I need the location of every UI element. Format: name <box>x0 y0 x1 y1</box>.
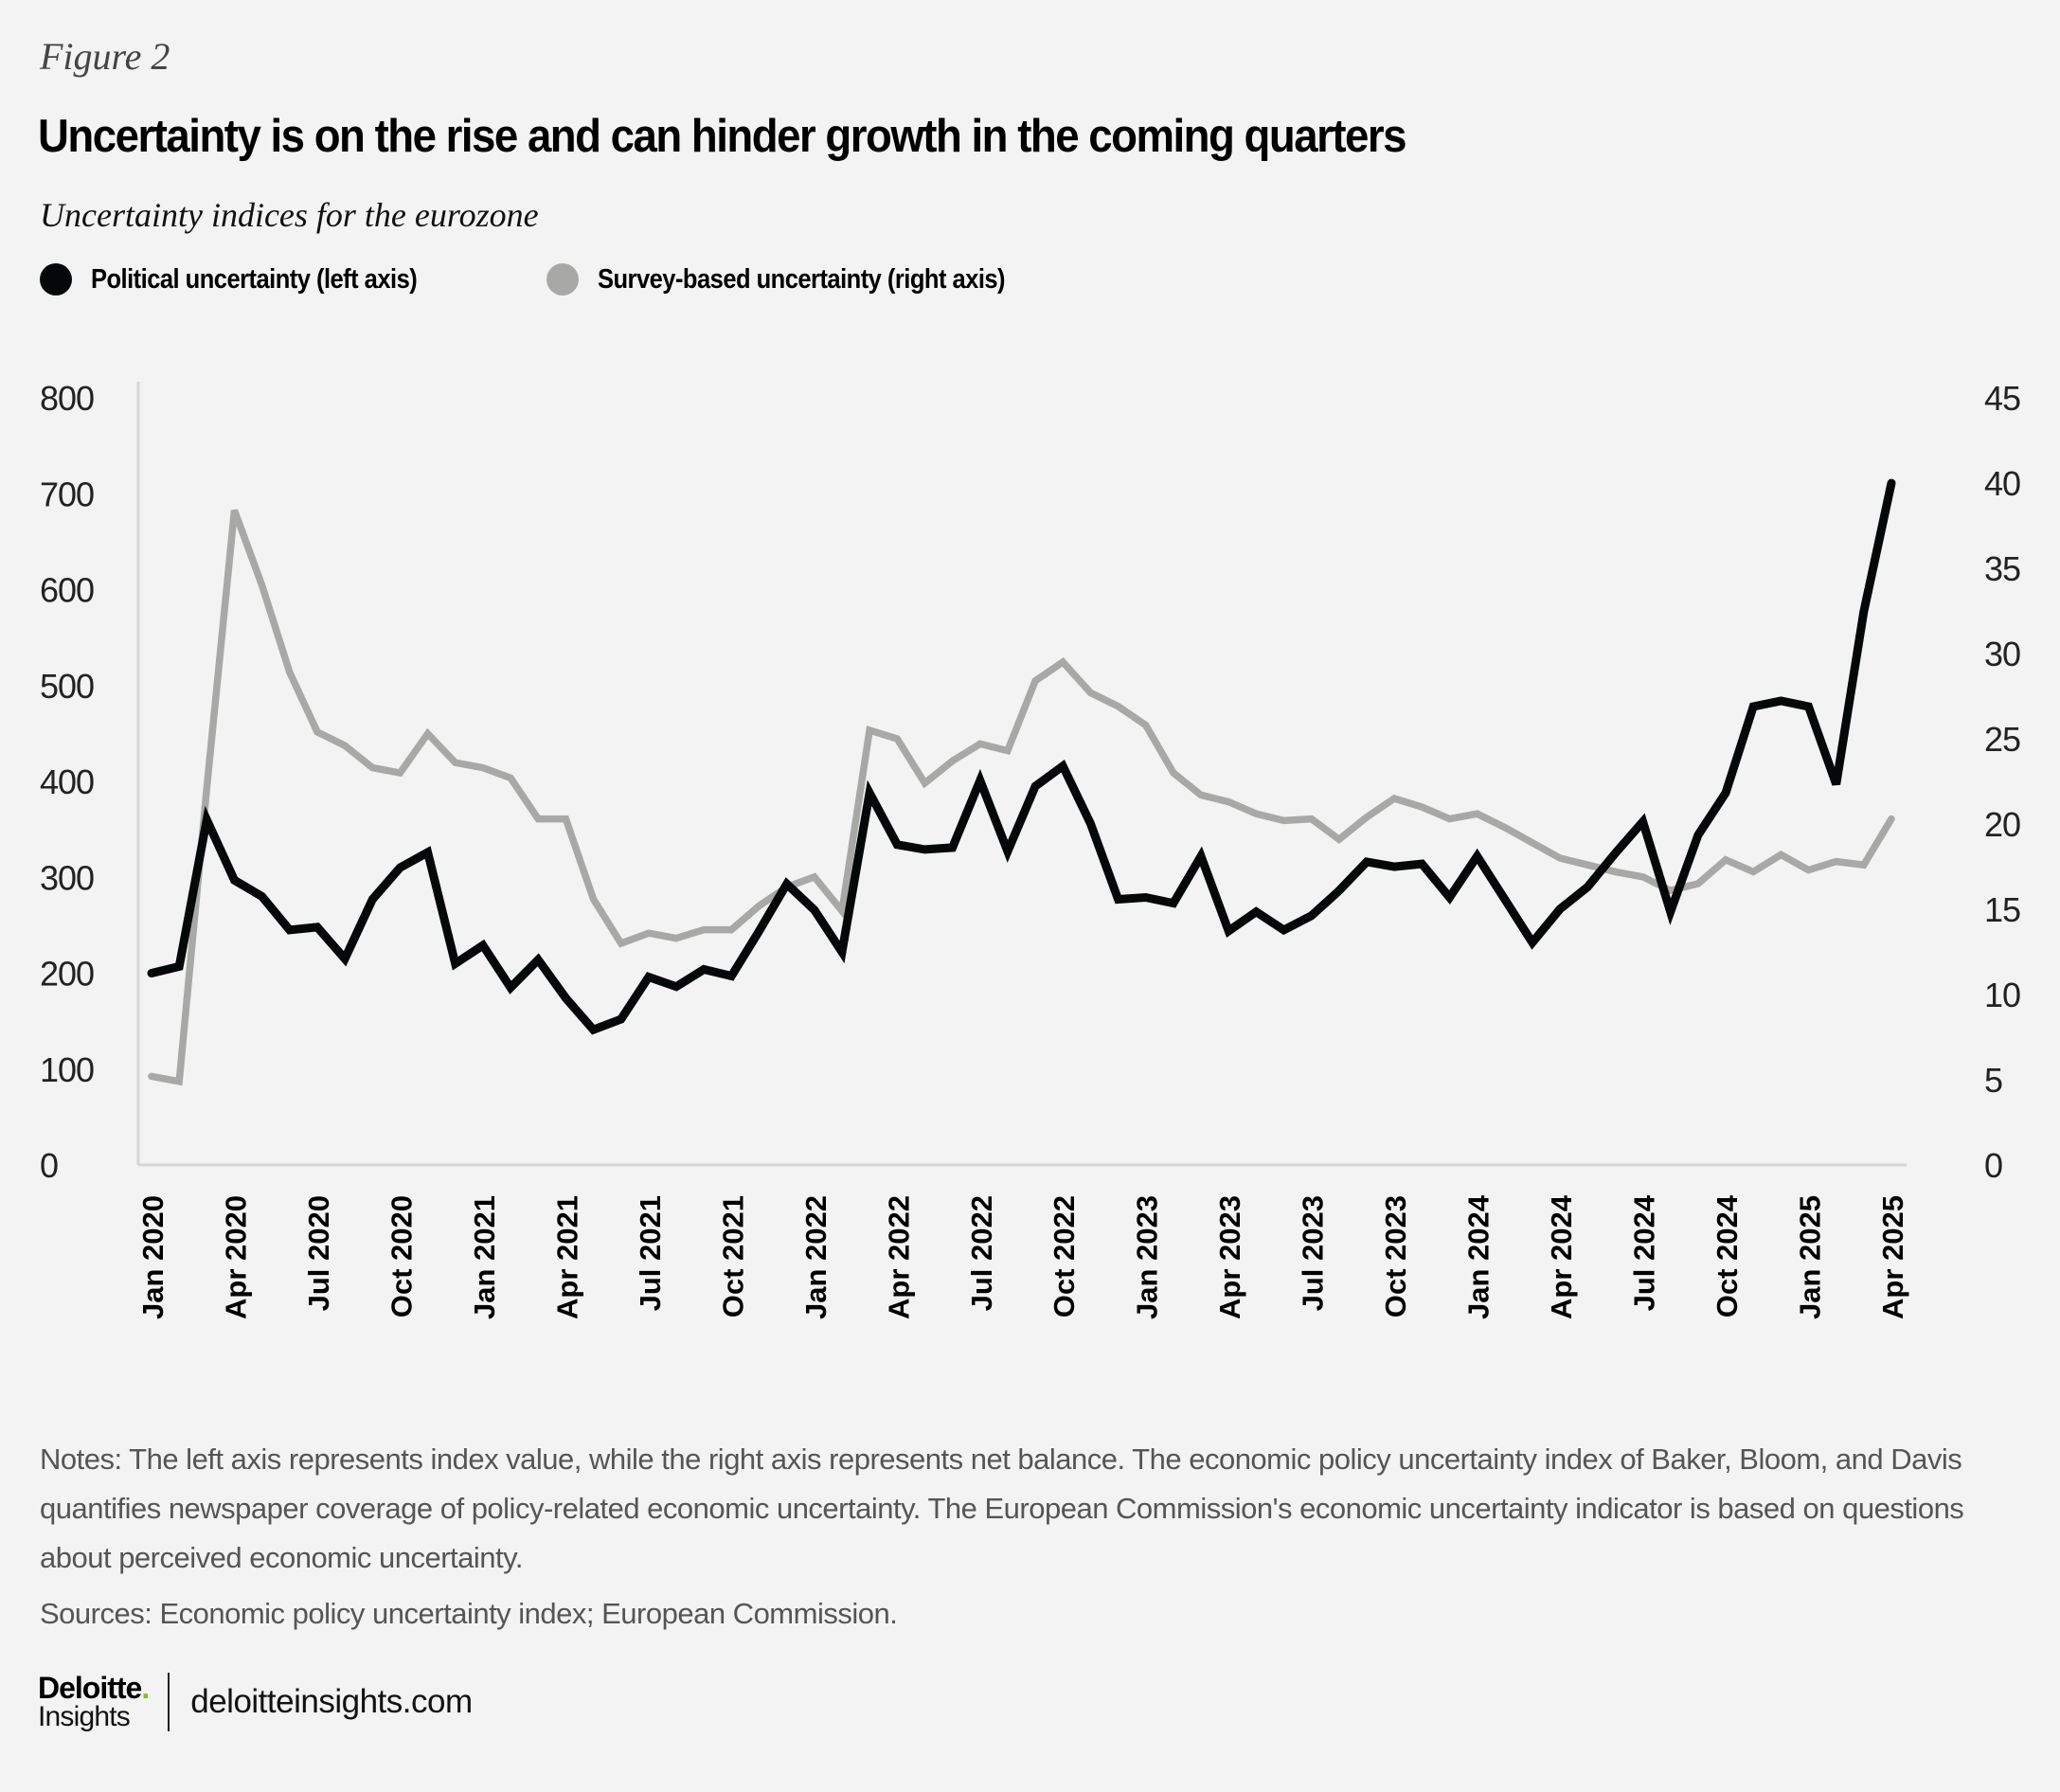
figure-label: Figure 2 <box>40 35 170 78</box>
x-axis-tick-label: Jul 2023 <box>1297 1195 1330 1311</box>
right-axis-tick-label: 15 <box>1984 890 2020 929</box>
legend-item-political: Political uncertainty (left axis) <box>40 263 461 296</box>
x-axis-tick-label: Oct 2022 <box>1048 1195 1081 1317</box>
x-axis-tick-label: Apr 2022 <box>882 1195 915 1319</box>
chart-title: Uncertainty is on the rise and can hinde… <box>38 111 1406 162</box>
left-axis-tick-label: 800 <box>40 379 94 418</box>
right-axis-tick-label: 0 <box>1984 1146 2002 1185</box>
x-axis-tick-label: Jan 2025 <box>1794 1195 1827 1319</box>
left-axis-tick-label: 700 <box>40 475 94 513</box>
x-axis-tick-label: Jan 2022 <box>799 1195 833 1319</box>
left-axis-ticks: 0 100 200 300 400 500 600 700 800 <box>40 379 95 1185</box>
x-axis-tick-label: Oct 2023 <box>1379 1195 1412 1317</box>
right-axis-tick-label: 20 <box>1984 805 2020 844</box>
logo-divider <box>168 1673 170 1731</box>
footer-url-link[interactable]: deloitteinsights.com <box>190 1683 473 1720</box>
right-axis-ticks: 0 5 10 15 20 25 30 35 40 45 <box>1984 379 2021 1185</box>
right-axis-tick-label: 35 <box>1984 549 2020 588</box>
series-lines <box>147 478 1896 1086</box>
deloitte-insights-logo: Deloitte. Insights <box>38 1671 150 1732</box>
left-axis-tick-label: 100 <box>40 1050 94 1089</box>
political-uncertainty-line <box>147 478 1896 1035</box>
chart-sources: Sources: Economic policy uncertainty ind… <box>40 1597 898 1630</box>
x-axis-ticks: Jan 2020 Apr 2020 Jul 2020 Oct 2020 Jan 2021… <box>136 1194 1909 1319</box>
right-axis-tick-label: 10 <box>1984 976 2020 1014</box>
right-axis-tick-label: 40 <box>1984 464 2020 503</box>
legend-label-survey: Survey-based uncertainty (right axis) <box>598 263 1006 295</box>
x-axis-tick-label: Apr 2024 <box>1545 1194 1578 1319</box>
x-axis-tick-label: Oct 2024 <box>1711 1194 1744 1317</box>
logo-subtitle: Insights <box>38 1701 131 1732</box>
footer-logo: Deloitte. Insights deloitteinsights.com <box>38 1673 473 1731</box>
x-axis-tick-label: Jul 2024 <box>1628 1194 1661 1311</box>
left-axis-tick-label: 0 <box>40 1146 58 1185</box>
left-axis-tick-label: 200 <box>40 955 94 994</box>
right-axis-tick-label: 45 <box>1984 379 2020 418</box>
legend: Political uncertainty (left axis) Survey… <box>40 263 1146 296</box>
logo-brand: Deloitte. <box>38 1671 150 1705</box>
right-axis-tick-label: 5 <box>1984 1061 2002 1100</box>
left-axis-tick-label: 600 <box>40 571 94 610</box>
x-axis-tick-label: Jul 2020 <box>302 1195 335 1311</box>
x-axis-tick-label: Jan 2023 <box>1131 1195 1164 1319</box>
legend-swatch-survey <box>546 263 580 296</box>
x-axis-tick-label: Jan 2021 <box>468 1195 501 1319</box>
x-axis-tick-label: Jul 2022 <box>965 1195 998 1311</box>
line-chart: 0 100 200 300 400 500 600 700 800 0 5 10 15 20 25 30 35… <box>40 379 2021 1319</box>
legend-item-survey: Survey-based uncertainty (right axis) <box>546 263 1061 296</box>
legend-swatch-political <box>40 263 72 296</box>
x-axis-tick-label: Apr 2020 <box>219 1195 252 1319</box>
left-axis-tick-label: 500 <box>40 667 94 706</box>
x-axis-tick-label: Oct 2021 <box>716 1195 749 1317</box>
left-axis-tick-label: 400 <box>40 762 94 801</box>
right-axis-tick-label: 30 <box>1984 635 2020 673</box>
x-axis-tick-label: Jul 2021 <box>634 1195 667 1311</box>
x-axis-tick-label: Apr 2023 <box>1213 1195 1246 1319</box>
logo-brand-text: Deloitte <box>38 1671 142 1705</box>
x-axis-tick-label: Oct 2020 <box>385 1195 418 1317</box>
x-axis-tick-label: Jan 2020 <box>136 1195 170 1319</box>
x-axis-tick-label: Jan 2024 <box>1462 1194 1496 1319</box>
chart-subtitle: Uncertainty indices for the eurozone <box>40 196 539 234</box>
left-axis-tick-label: 300 <box>40 858 94 897</box>
legend-label-political: Political uncertainty (left axis) <box>91 263 418 295</box>
logo-green-dot: . <box>141 1671 150 1705</box>
axes <box>136 382 1907 1167</box>
survey-uncertainty-line <box>148 509 1895 1086</box>
x-axis-tick-label: Apr 2021 <box>550 1195 583 1319</box>
x-axis-tick-label: Apr 2025 <box>1876 1195 1909 1319</box>
chart-notes: Notes: The left axis represents index va… <box>40 1443 1964 1574</box>
right-axis-tick-label: 25 <box>1984 720 2020 759</box>
